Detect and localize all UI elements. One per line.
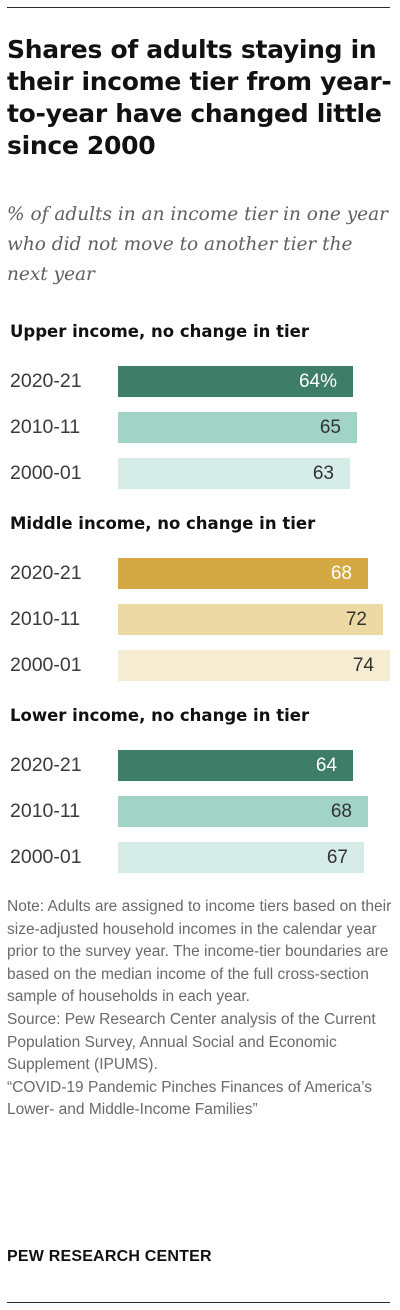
group-label: Upper income, no change in tier [10, 322, 310, 341]
footnotes: Note: Adults are assigned to income tier… [7, 896, 395, 1122]
bar-value-label: 68 [330, 563, 352, 584]
chart-subtitle: % of adults in an income tier in one yea… [7, 204, 388, 285]
bar-value-label: 72 [345, 609, 367, 630]
category-label: 2000-01 [10, 654, 82, 676]
bar-value-label: 67 [326, 847, 348, 868]
category-label: 2010-11 [10, 800, 81, 822]
bottom-rule [7, 1302, 390, 1303]
bar-value-label: 64 [315, 755, 337, 776]
category-label: 2000-01 [10, 846, 82, 868]
bar: 65 [118, 412, 357, 443]
bar: 74 [118, 650, 390, 681]
bar-value-label: 74 [352, 655, 374, 676]
bar-value-label: 63 [312, 463, 334, 484]
category-label: 2010-11 [10, 608, 81, 630]
bar: 63 [118, 458, 350, 489]
note-text: Note: Adults are assigned to income tier… [7, 898, 392, 1006]
category-label: 2020-21 [10, 754, 82, 776]
bar: 64% [118, 366, 353, 397]
bar: 64 [118, 750, 353, 781]
bar-value-label: 68 [330, 801, 352, 822]
category-label: 2010-11 [10, 416, 81, 438]
bar: 68 [118, 558, 368, 589]
bar: 72 [118, 604, 383, 635]
category-label: 2000-01 [10, 462, 82, 484]
source-text: Source: Pew Research Center analysis of … [7, 1010, 376, 1074]
chart-title: Shares of adults staying in their income… [7, 35, 392, 160]
bar-value-label: 64% [298, 371, 337, 392]
category-label: 2020-21 [10, 370, 82, 392]
group-label: Middle income, no change in tier [10, 514, 316, 533]
group-label: Lower income, no change in tier [10, 706, 310, 725]
report-citation: “COVID-19 Pandemic Pinches Finances of A… [7, 1078, 372, 1119]
bar-value-label: 65 [319, 417, 341, 438]
bar: 68 [118, 796, 368, 827]
brand-logo-text: PEW RESEARCH CENTER [7, 1248, 212, 1265]
bar: 67 [118, 842, 364, 873]
top-rule [7, 7, 390, 8]
category-label: 2020-21 [10, 562, 82, 584]
